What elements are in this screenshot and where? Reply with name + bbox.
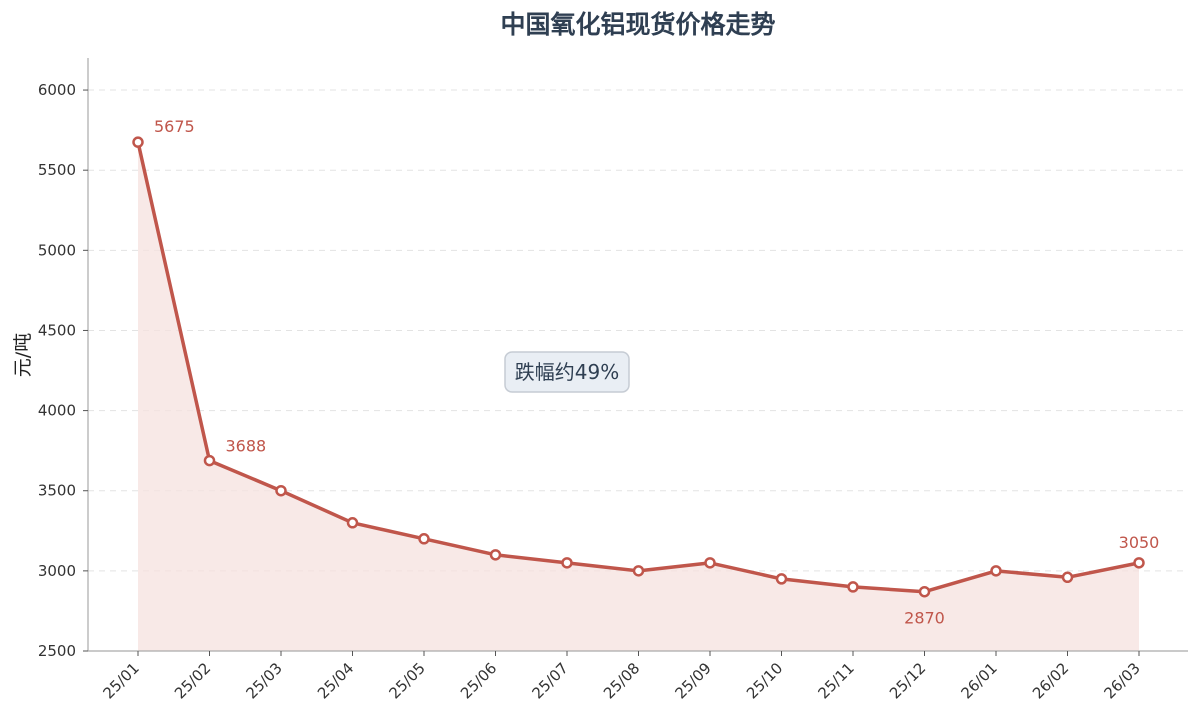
data-label: 3050 (1119, 533, 1160, 552)
data-point (346, 517, 359, 529)
data-point (1061, 571, 1074, 584)
x-tick-label: 25/01 (100, 659, 143, 702)
data-point (1133, 557, 1145, 569)
y-tick-label: 6000 (38, 81, 76, 99)
y-tick-label: 4000 (38, 402, 76, 420)
x-tick-label: 25/10 (743, 659, 786, 702)
data-point (990, 565, 1002, 577)
data-point (275, 484, 287, 497)
data-label: 3688 (226, 437, 267, 456)
data-point (704, 557, 716, 569)
x-tick-label: 26/01 (958, 659, 1001, 702)
grid (88, 89, 1188, 572)
annotation-box: 跌幅约49% (504, 351, 630, 393)
x-tick-label: 25/04 (314, 659, 357, 702)
chart-title: 中国氧化铝现货价格走势 (500, 10, 775, 39)
x-tick-label: 25/02 (171, 659, 214, 702)
x-tick-label: 26/02 (1029, 659, 1072, 702)
y-tick-label: 2500 (38, 642, 76, 660)
x-tick-label: 25/05 (386, 659, 429, 702)
x-tick-label: 25/08 (600, 659, 643, 702)
data-point (418, 533, 430, 545)
x-tick-label: 25/09 (672, 659, 715, 702)
y-ticks: 2500 3000 3500 4000 4500 5000 5500 6000 (38, 81, 88, 660)
y-tick-label: 5500 (38, 161, 76, 179)
annotation-text: 跌幅约49% (515, 360, 619, 384)
data-point (847, 581, 859, 593)
x-tick-label: 25/12 (886, 659, 929, 702)
data-point (132, 136, 144, 148)
data-label: 5675 (154, 117, 195, 136)
data-point (775, 573, 788, 585)
y-tick-label: 4500 (38, 321, 76, 339)
x-tick-label: 25/11 (815, 659, 858, 702)
data-labels: 5675 3688 2870 3050 (154, 117, 1159, 628)
y-tick-label: 3000 (38, 562, 76, 580)
data-point (203, 454, 216, 467)
data-point (489, 549, 502, 561)
data-point (632, 565, 645, 577)
y-axis-title: 元/吨 (12, 333, 34, 377)
area-fill (138, 142, 1139, 651)
x-tick-label: 25/06 (457, 659, 500, 702)
annotation-box-bg (504, 351, 630, 393)
x-tick-label: 25/07 (529, 659, 572, 702)
data-label: 2870 (904, 609, 945, 628)
data-points (132, 136, 1145, 598)
y-tick-label: 5000 (38, 241, 76, 259)
x-tick-label: 25/03 (243, 659, 286, 702)
data-point (561, 557, 573, 569)
y-tick-label: 3500 (38, 482, 76, 500)
x-tick-label: 26/03 (1101, 659, 1144, 702)
x-ticks: 25/01 25/02 25/03 25/04 25/05 25/06 25/07 25/08… (100, 651, 1144, 702)
data-point (918, 585, 931, 598)
